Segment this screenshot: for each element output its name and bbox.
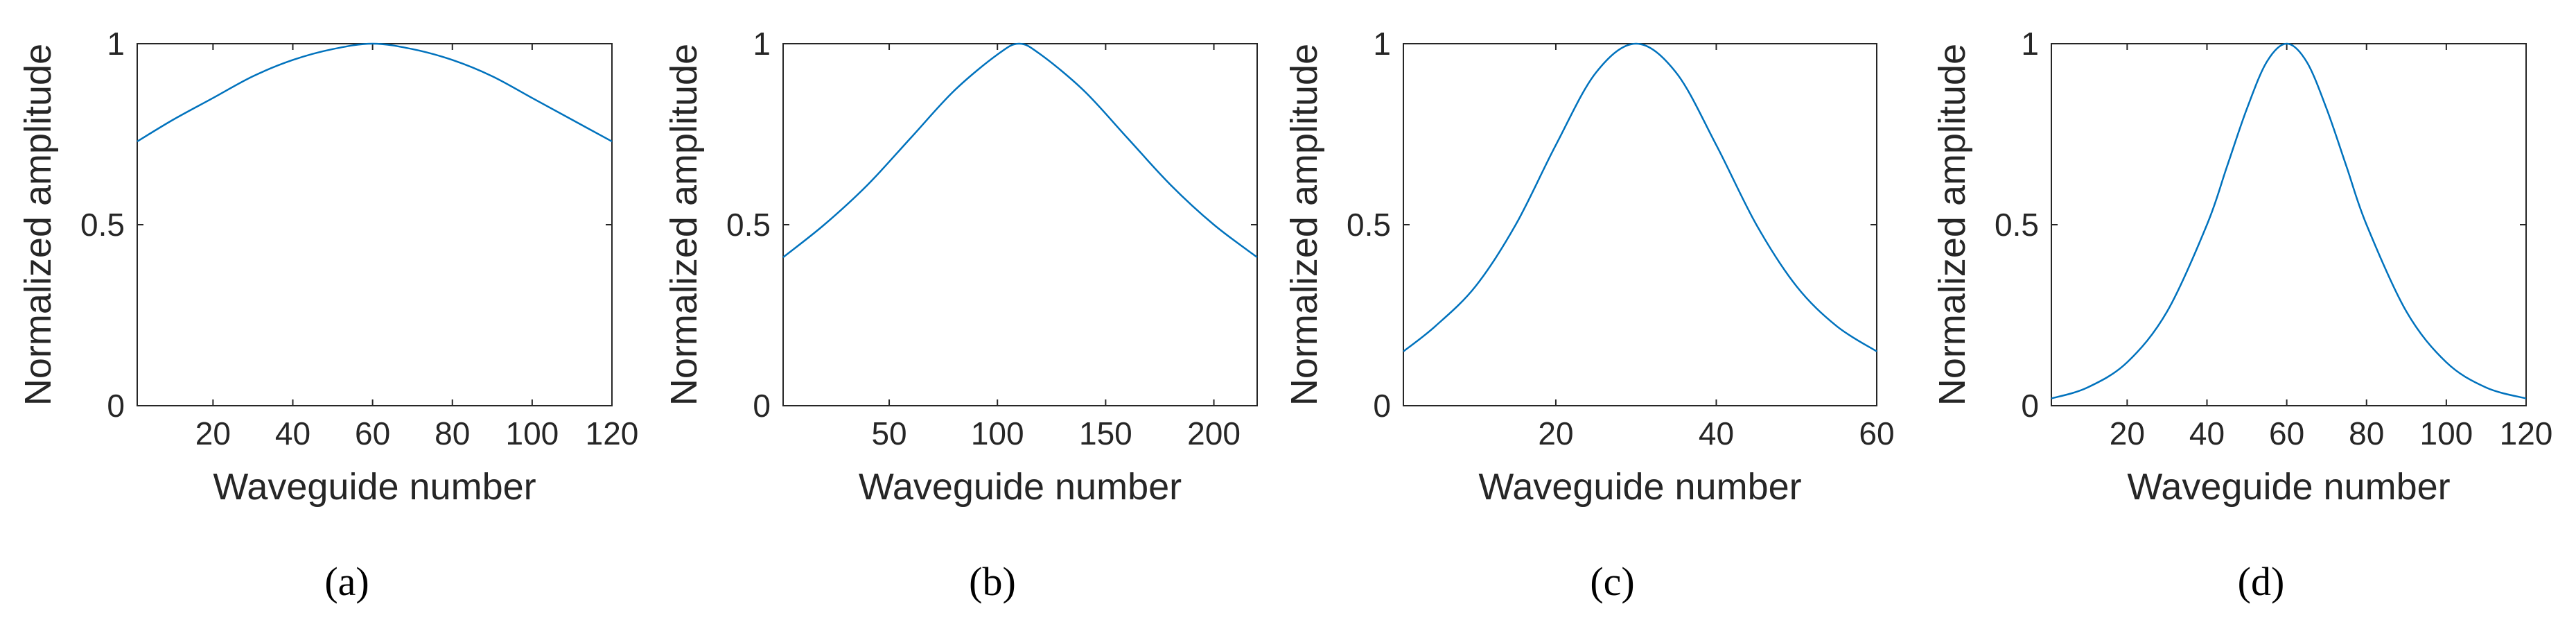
x-tick-label: 200 — [1187, 415, 1241, 451]
chart-panel-4: 20 40 60 80 100 120 0 0.5 1 Waveguide number Norma… — [1931, 26, 2552, 604]
x-tick-label: 40 — [2189, 415, 2225, 451]
chart-panel-3: 20 40 60 0 0.5 1 Waveguide number Normalized am… — [1283, 26, 1895, 604]
x-axis-label: Waveguide number — [213, 466, 536, 508]
y-tick-label: 0.5 — [80, 207, 125, 243]
x-tick-label: 150 — [1079, 415, 1132, 451]
plot-area-frame — [1403, 43, 1877, 406]
y-tick-label: 0.5 — [1995, 207, 2039, 243]
x-axis-label: Waveguide number — [2127, 466, 2450, 508]
x-tick-label: 80 — [2349, 415, 2384, 451]
y-axis-label: Normalized amplitude — [663, 44, 705, 406]
x-tick-label: 100 — [2419, 415, 2473, 451]
x-tick-label: 100 — [505, 415, 559, 451]
x-tick-label: 50 — [871, 415, 906, 451]
y-axis-label: Normalized amplitude — [17, 44, 59, 406]
x-tick-label: 20 — [2110, 415, 2145, 451]
x-tick-label: 20 — [195, 415, 231, 451]
y-tick-label: 1 — [2021, 26, 2039, 62]
y-tick-label: 1 — [753, 26, 771, 62]
series-line-amplitude — [782, 42, 1258, 258]
x-tick-label: 20 — [1538, 415, 1573, 451]
x-axis-label: Waveguide number — [1478, 466, 1801, 508]
series-line-amplitude — [2051, 42, 2527, 399]
y-tick-label: 1 — [1373, 26, 1391, 62]
y-tick-label: 0.5 — [1347, 207, 1391, 243]
y-tick-label: 0.5 — [726, 207, 771, 243]
y-tick-label: 1 — [107, 26, 125, 62]
chart-panel-1: 20 40 60 80 100 120 0 0.5 1 Waveguide number Norma… — [17, 26, 638, 604]
x-tick-label: 120 — [586, 415, 639, 451]
series-line-amplitude — [1403, 42, 1877, 352]
x-tick-label: 40 — [1699, 415, 1734, 451]
x-tick-label: 80 — [435, 415, 470, 451]
y-tick-label: 0 — [107, 388, 125, 424]
panel-caption: (c) — [1590, 559, 1634, 604]
x-tick-label: 120 — [2500, 415, 2553, 451]
x-tick-label: 60 — [355, 415, 390, 451]
x-tick-label: 60 — [2269, 415, 2304, 451]
panel-caption: (a) — [324, 559, 369, 604]
plot-area-frame — [137, 43, 613, 406]
y-axis-label: Normalized amplitude — [1283, 44, 1325, 406]
x-tick-label: 100 — [971, 415, 1024, 451]
plot-area-frame — [2051, 43, 2527, 406]
y-tick-label: 0 — [1373, 388, 1391, 424]
x-tick-label: 60 — [1859, 415, 1894, 451]
panel-caption: (b) — [969, 559, 1016, 604]
y-tick-label: 0 — [753, 388, 771, 424]
plot-area-frame — [782, 43, 1258, 406]
chart-panel-2: 50 100 150 200 0 0.5 1 Waveguide number Normaliz… — [663, 26, 1258, 604]
y-tick-label: 0 — [2021, 388, 2039, 424]
x-tick-label: 40 — [275, 415, 310, 451]
series-line-amplitude — [137, 42, 613, 143]
x-axis-label: Waveguide number — [859, 466, 1182, 508]
panel-caption: (d) — [2238, 559, 2285, 604]
y-axis-label: Normalized amplitude — [1931, 44, 1973, 406]
